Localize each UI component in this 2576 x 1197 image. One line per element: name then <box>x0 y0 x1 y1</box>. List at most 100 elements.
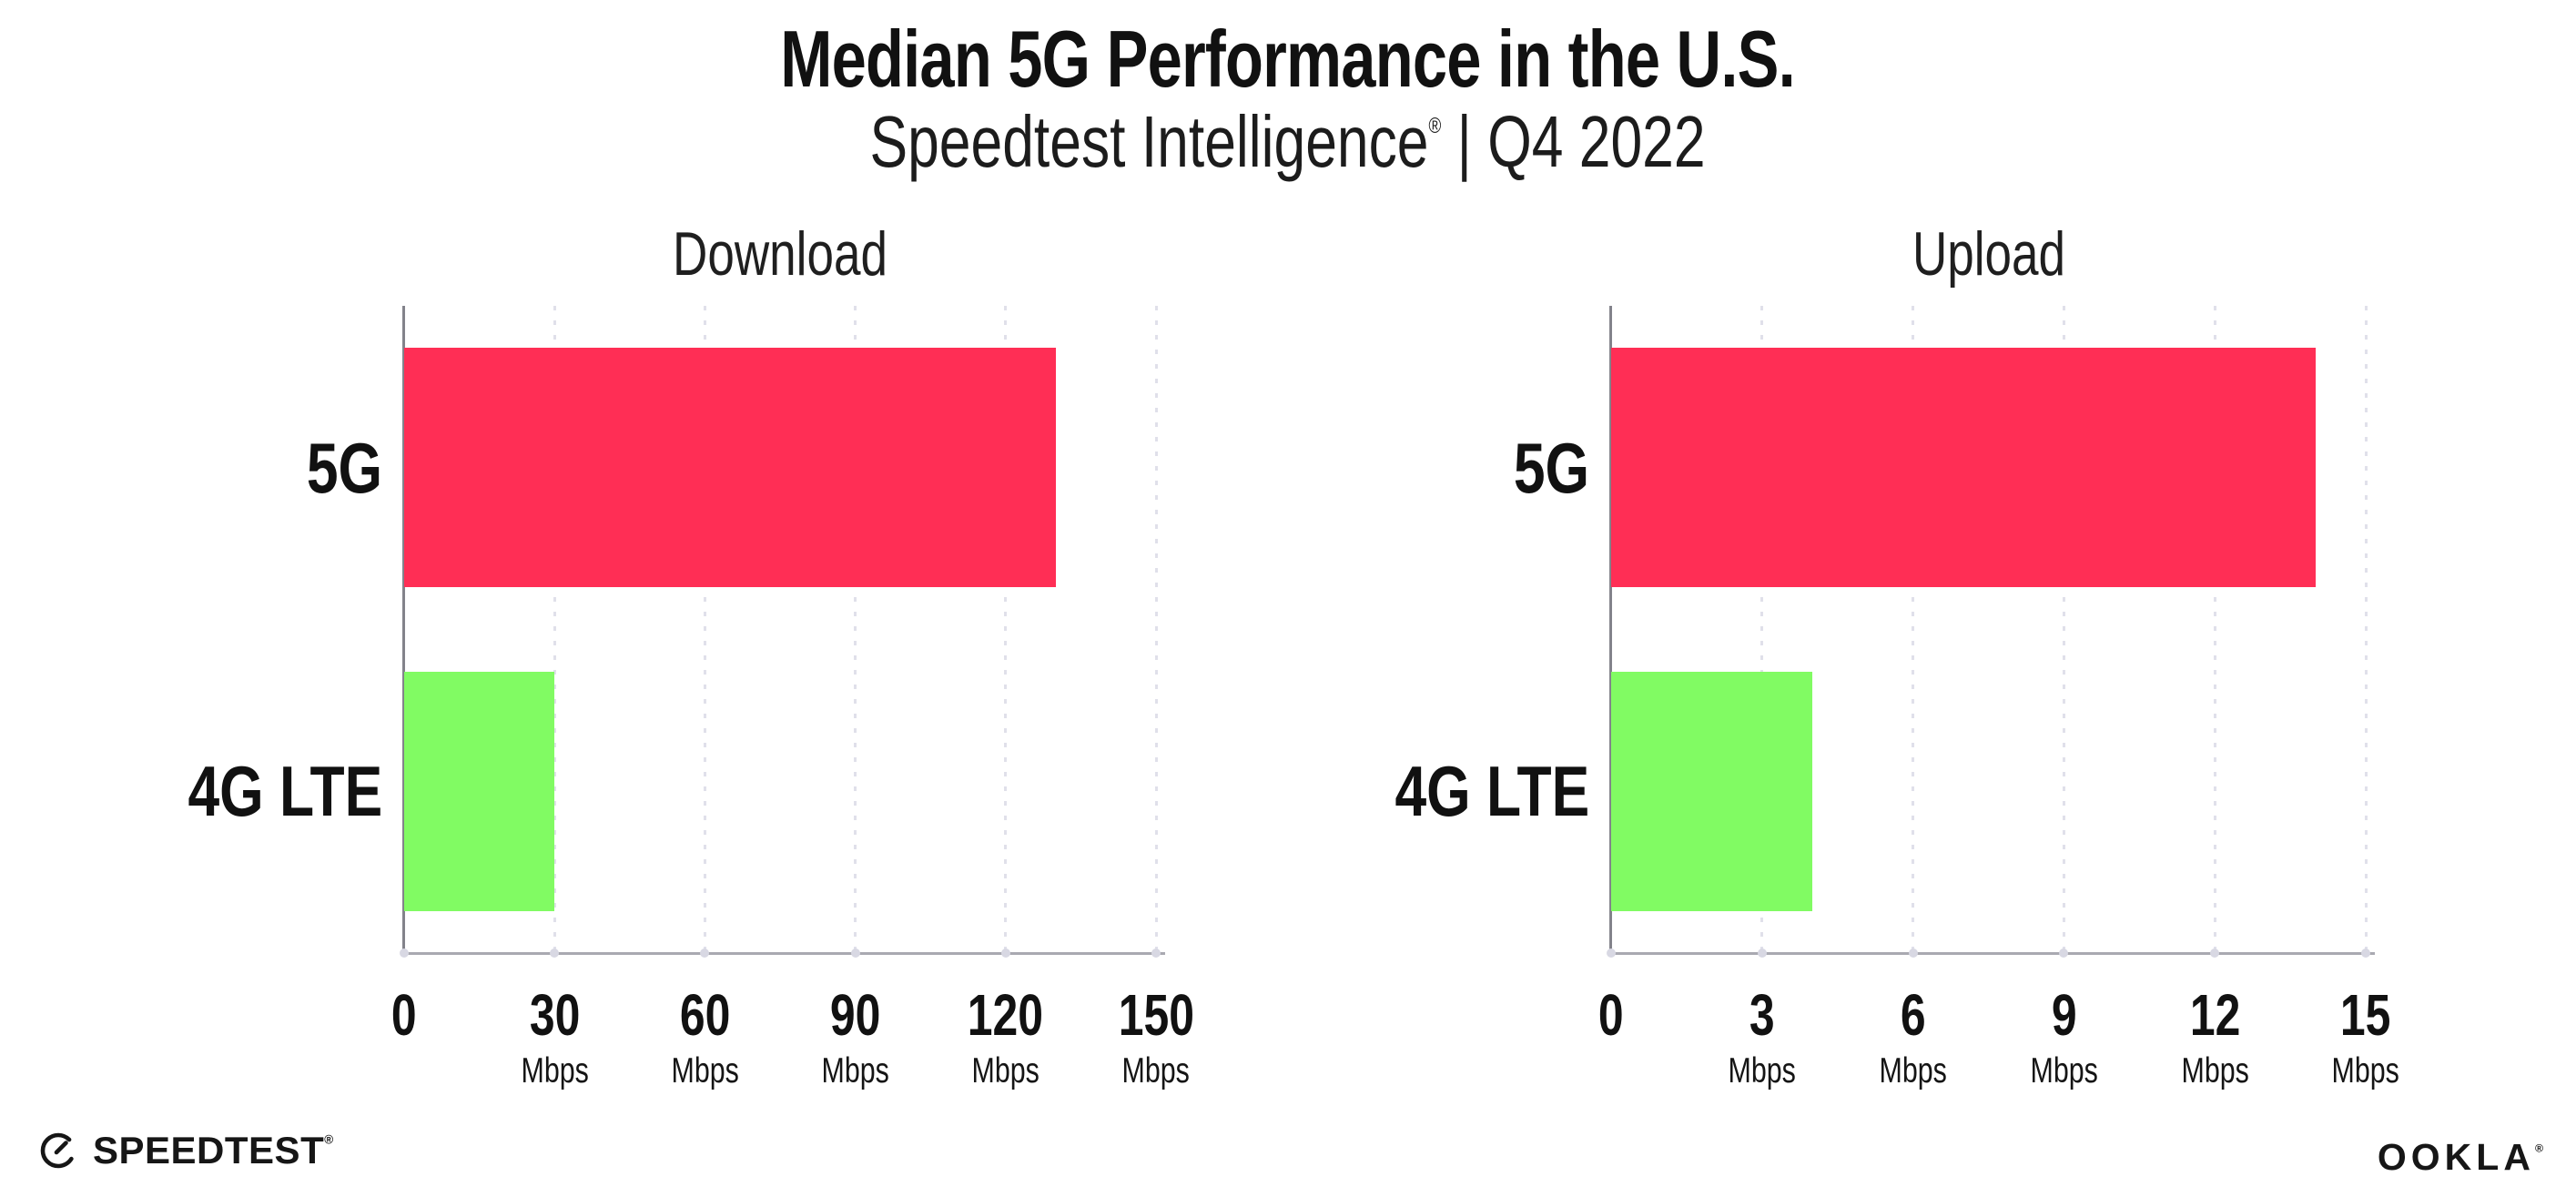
download-x-tick-unit-120: Mbps <box>897 1052 1115 1090</box>
upload-x-tick-unit-12-text: Mbps <box>2180 1051 2249 1090</box>
download-gridline-30 <box>553 306 556 953</box>
upload-x-tick-label-6: 6 <box>1804 985 2023 1045</box>
bar-4g-lte-download <box>404 671 555 911</box>
page-subtitle: Speedtest Intelligence® | Q4 2022 <box>0 100 2576 184</box>
ookla-registered-mark-icon: ® <box>2534 1141 2543 1155</box>
category-label-5g-download: 5G <box>0 430 382 506</box>
upload-x-tick-unit-15-text: Mbps <box>2331 1051 2400 1090</box>
download-axis-dot-150 <box>1151 948 1161 958</box>
download-gridline-60 <box>703 306 706 953</box>
download-x-tick-unit-120-text: Mbps <box>971 1051 1040 1090</box>
download-axis-dot-60 <box>700 948 710 958</box>
download-x-tick-label-0: 0 <box>295 985 513 1045</box>
upload-x-tick-unit-3: Mbps <box>1653 1052 1871 1090</box>
upload-chart-title: Upload <box>1891 218 2087 289</box>
bar-5g-upload <box>1611 348 2316 588</box>
download-x-tick-label-90: 90 <box>746 985 965 1045</box>
upload-axis-dot-0 <box>1607 948 1616 958</box>
upload-x-tick-label-15: 15 <box>2257 985 2475 1045</box>
upload-axis-dot-12 <box>2210 948 2220 958</box>
upload-x-tick-label-9-text: 9 <box>2051 982 2077 1048</box>
upload-x-tick-unit-12: Mbps <box>2105 1052 2324 1090</box>
category-label-4g-lte-upload: 4G LTE <box>1207 753 1589 829</box>
upload-gridline-12 <box>2213 306 2216 953</box>
upload-x-tick-label-6-text: 6 <box>1900 982 1926 1048</box>
upload-x-tick-label-0-text: 0 <box>1598 982 1624 1048</box>
download-x-tick-label-120-text: 120 <box>968 982 1044 1048</box>
upload-x-tick-unit-9-text: Mbps <box>2030 1051 2098 1090</box>
category-label-4g-lte-download: 4G LTE <box>0 753 382 829</box>
ookla-wordmark-text: OOKLA <box>2377 1136 2535 1178</box>
upload-x-axis-line <box>1609 952 2375 955</box>
speedtest-registered-mark-icon: ® <box>324 1132 334 1147</box>
page-title: Median 5G Performance in the U.S. <box>0 13 2576 106</box>
download-gridline-150 <box>1154 306 1158 953</box>
upload-axis-dot-6 <box>1908 948 1918 958</box>
category-label-5g-upload-text: 5G <box>1513 427 1589 508</box>
registered-mark-icon: ® <box>1428 113 1442 138</box>
upload-axis-dot-3 <box>1757 948 1767 958</box>
download-x-tick-label-150: 150 <box>1047 985 1265 1045</box>
category-label-5g-upload: 5G <box>1207 430 1589 506</box>
category-label-4g-lte-download-text: 4G LTE <box>188 751 382 832</box>
download-y-axis-line <box>402 306 405 955</box>
download-axis-dot-120 <box>1000 948 1010 958</box>
upload-x-tick-label-3-text: 3 <box>1749 982 1775 1048</box>
upload-x-tick-label-12: 12 <box>2105 985 2324 1045</box>
download-x-tick-unit-60: Mbps <box>595 1052 814 1090</box>
download-x-tick-unit-30-text: Mbps <box>520 1051 589 1090</box>
upload-axis-dot-9 <box>2059 948 2069 958</box>
upload-x-tick-unit-6-text: Mbps <box>1879 1051 1947 1090</box>
bar-5g-download <box>404 348 1056 588</box>
download-axis-dot-0 <box>400 948 409 958</box>
ookla-logo: OOKLA® <box>2378 1136 2543 1179</box>
download-x-tick-label-150-text: 150 <box>1118 982 1194 1048</box>
upload-x-tick-label-12-text: 12 <box>2189 982 2240 1048</box>
category-label-4g-lte-upload-text: 4G LTE <box>1394 751 1589 832</box>
download-gridline-90 <box>854 306 857 953</box>
upload-gridline-6 <box>1912 306 1915 953</box>
upload-x-tick-label-3: 3 <box>1653 985 1871 1045</box>
download-x-tick-label-60-text: 60 <box>679 982 731 1048</box>
upload-gridline-15 <box>2364 306 2368 953</box>
subtitle-period: | Q4 2022 <box>1441 101 1707 182</box>
upload-x-tick-label-9: 9 <box>1954 985 2173 1045</box>
download-x-tick-unit-90: Mbps <box>746 1052 965 1090</box>
upload-chart-title-text: Upload <box>1912 219 2065 289</box>
download-gridline-120 <box>1004 306 1008 953</box>
download-x-tick-unit-150-text: Mbps <box>1121 1051 1191 1090</box>
download-x-tick-label-120: 120 <box>897 985 1115 1045</box>
download-x-tick-label-0-text: 0 <box>391 982 417 1048</box>
upload-x-tick-unit-15: Mbps <box>2257 1052 2475 1090</box>
bar-4g-lte-upload <box>1611 671 1813 911</box>
subtitle-brand: Speedtest Intelligence <box>869 101 1429 182</box>
download-chart-title: Download <box>643 218 918 289</box>
download-x-tick-label-30-text: 30 <box>529 982 580 1048</box>
speedtest-logo: SPEEDTEST® <box>36 1129 334 1172</box>
category-label-5g-download-text: 5G <box>306 427 382 508</box>
speedtest-wordmark: SPEEDTEST® <box>93 1129 334 1172</box>
download-x-tick-label-30: 30 <box>445 985 664 1045</box>
download-x-tick-unit-60-text: Mbps <box>671 1051 739 1090</box>
page-title-text: Median 5G Performance in the U.S. <box>780 14 1797 104</box>
download-x-tick-unit-90-text: Mbps <box>821 1051 889 1090</box>
speedtest-wordmark-text: SPEEDTEST <box>93 1129 325 1172</box>
page-subtitle-text: Speedtest Intelligence® | Q4 2022 <box>870 100 1706 184</box>
upload-gridline-3 <box>1760 306 1764 953</box>
upload-axis-dot-15 <box>2361 948 2370 958</box>
download-x-tick-unit-30: Mbps <box>445 1052 664 1090</box>
upload-x-tick-label-15-text: 15 <box>2340 982 2391 1048</box>
upload-gridline-9 <box>2062 306 2065 953</box>
download-axis-dot-30 <box>550 948 560 958</box>
download-x-axis-line <box>402 952 1165 955</box>
download-axis-dot-90 <box>850 948 860 958</box>
download-x-tick-unit-150: Mbps <box>1047 1052 1265 1090</box>
gauge-icon <box>40 1132 76 1169</box>
download-x-tick-label-60: 60 <box>595 985 814 1045</box>
upload-y-axis-line <box>1609 306 1612 955</box>
upload-x-tick-unit-3-text: Mbps <box>1728 1051 1796 1090</box>
upload-x-tick-label-0: 0 <box>1502 985 1720 1045</box>
upload-x-tick-unit-9: Mbps <box>1954 1052 2173 1090</box>
download-x-tick-label-90-text: 90 <box>829 982 881 1048</box>
